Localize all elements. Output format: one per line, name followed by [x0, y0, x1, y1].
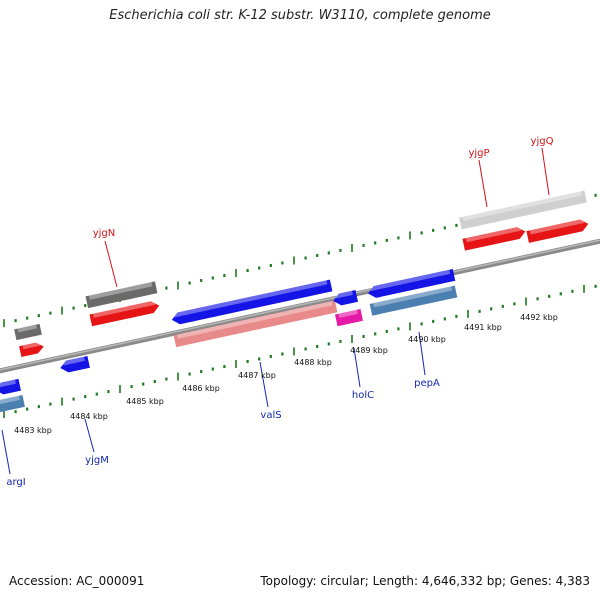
feature-holC-blue	[333, 290, 358, 306]
feature-holC-magenta	[335, 308, 363, 327]
accession-text: Accession: AC_000091	[9, 574, 145, 588]
feature-pepA-blue-body	[367, 269, 456, 298]
gene-label-holC: holC	[352, 390, 374, 401]
feature-red-1	[19, 341, 44, 357]
feature-red-1-body	[19, 342, 44, 357]
gene-label-yjgP: yjgP	[468, 148, 489, 159]
feature-yjgP-gray-shine	[462, 191, 582, 221]
genome-backbone	[0, 238, 600, 374]
map-title: Escherichia coli str. K-12 substr. W3110…	[109, 8, 491, 23]
feature-gray-1-shine	[17, 324, 37, 333]
feature-yjgQ-red-shine	[529, 218, 585, 235]
callout-line-yjgQ	[541, 147, 550, 196]
gene-label-yjgN: yjgN	[93, 228, 116, 239]
gene-label-yjgQ: yjgQ	[531, 136, 554, 147]
tick-label: 4489 kbp	[350, 346, 388, 355]
feature-valS-pink-shine	[177, 301, 333, 339]
feature-pepA-blue-shine	[370, 269, 451, 291]
tick-label: 4483 kbp	[14, 426, 52, 435]
tick-label: 4491 kbp	[464, 323, 502, 332]
callout-line-yjgN	[104, 240, 118, 288]
feature-argI-blue-body	[0, 378, 21, 395]
feature-yjgQ-red-body	[526, 219, 589, 243]
feature-yjgP-red-shine	[465, 226, 522, 243]
feature-yjgP-red-body	[462, 227, 526, 251]
feature-argI-steel	[0, 395, 25, 413]
feature-argI-steel-body	[0, 395, 25, 413]
feature-valS-blue-body	[171, 279, 333, 325]
feature-red-1-shine	[22, 341, 40, 350]
tick-label: 4484 kbp	[70, 412, 108, 421]
callout-line-yjgM	[84, 418, 95, 453]
feature-pepA-steel-body	[369, 285, 458, 316]
feature-yjgM-blue	[60, 355, 90, 373]
feature-valS-blue	[171, 279, 333, 325]
genome-summary-text: Topology: circular; Length: 4,646,332 bp…	[260, 574, 590, 588]
callout-line-valS	[259, 361, 269, 408]
gene-callouts: yjgN yjgP yjgQ argI yjgM valS holC pepA	[1, 136, 554, 488]
tick-label: 4487 kbp	[238, 371, 276, 380]
feature-holC-magenta-body	[335, 308, 363, 327]
tick-label: 4492 kbp	[520, 313, 558, 322]
feature-argI-blue-shine	[0, 379, 16, 388]
feature-gray-1	[14, 323, 42, 341]
feature-valS-blue-shine	[173, 280, 328, 318]
feature-holC-blue-shine	[335, 290, 353, 299]
feature-pepA-steel-shine	[373, 286, 453, 308]
gene-label-yjgM: yjgM	[85, 455, 109, 466]
callout-line-yjgP	[478, 159, 488, 208]
feature-yjgN-gray	[85, 281, 158, 309]
feature-pepA-blue	[367, 269, 456, 298]
feature-yjgP-red	[462, 226, 526, 251]
feature-argI-blue	[0, 378, 21, 395]
ruler-lower	[3, 284, 597, 419]
tick-label: 4488 kbp	[294, 358, 332, 367]
tick-label: 4490 kbp	[408, 335, 446, 344]
feature-yjgN-red	[89, 300, 160, 327]
feature-yjgP-gray-body	[459, 190, 587, 230]
feature-yjgM-blue-shine	[62, 356, 85, 366]
feature-yjgQ-red	[526, 218, 589, 243]
feature-yjgM-blue-body	[60, 355, 90, 373]
callout-line-pepA	[418, 331, 426, 376]
feature-yjgN-red-body	[89, 301, 160, 327]
gene-label-valS: valS	[260, 410, 281, 421]
feature-valS-pink	[173, 300, 338, 348]
tick-label: 4485 kbp	[126, 397, 164, 406]
feature-pepA-steel	[369, 285, 458, 316]
feature-yjgP-gray	[459, 190, 587, 230]
feature-yjgN-gray-body	[85, 281, 158, 309]
feature-gray-1-body	[14, 323, 42, 341]
feature-yjgN-red-shine	[92, 300, 156, 318]
gene-label-argI: argI	[6, 477, 25, 488]
feature-valS-pink-body	[173, 300, 338, 348]
tick-label: 4486 kbp	[182, 384, 220, 393]
callout-line-argI	[1, 429, 11, 475]
callout-line-holC	[353, 347, 361, 388]
gene-label-pepA: pepA	[414, 378, 440, 389]
feature-yjgN-gray-shine	[88, 282, 153, 300]
gene-features	[0, 190, 589, 413]
feature-argI-steel-shine	[0, 395, 20, 405]
feature-holC-blue-body	[333, 290, 358, 306]
feature-holC-magenta-shine	[338, 309, 358, 318]
genome-backbone-highlight	[0, 239, 600, 371]
tick-labels: 4483 kbp 4484 kbp 4485 kbp 4486 kbp 4487 kbp…	[14, 313, 558, 435]
